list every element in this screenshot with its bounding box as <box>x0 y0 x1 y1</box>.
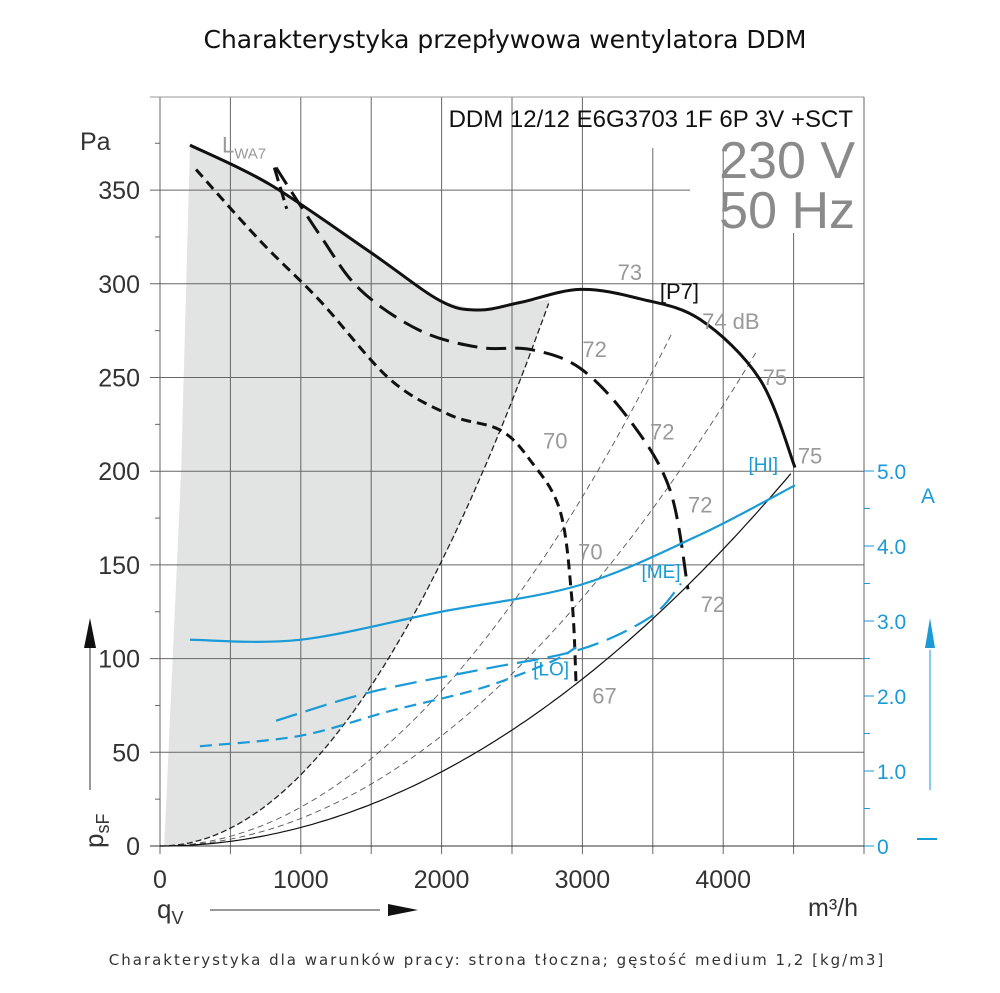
y-axis-arrow-icon <box>84 618 96 648</box>
y2-unit-label: A <box>921 485 935 508</box>
labels-layer: 73 [P7]74 dB 72 75 70 72 75 [HI] 72 70 [ME] 72 [LO] 6… <box>222 133 822 709</box>
y-tick-label: 150 <box>98 552 140 580</box>
noise-level-label: 72 <box>582 337 606 362</box>
y2-axis-arrow-icon <box>925 618 935 648</box>
x-unit-label: m³/h <box>808 894 858 922</box>
y2-tick-label: 0 <box>877 836 889 859</box>
y2-tick-label: 2.0 <box>877 686 906 709</box>
x-axis-label: qV <box>157 894 183 928</box>
y-tick-label: 100 <box>98 646 140 674</box>
x-tick-label: 3000 <box>555 866 611 894</box>
footer-note: Charakterystyka dla warunków pracy: stro… <box>109 951 885 969</box>
system-curve-s1 <box>159 331 673 847</box>
x-tick-label: 1000 <box>273 866 329 894</box>
current-curve-me <box>275 582 682 722</box>
voltage-label: 230 V <box>719 132 855 190</box>
y-tick-label: 200 <box>98 458 140 486</box>
x-tick-label: 2000 <box>414 866 470 894</box>
y-tick-label: 350 <box>98 177 140 205</box>
noise-level-label: 72 <box>688 492 712 517</box>
noise-level-label: 70 <box>578 539 602 564</box>
noise-level-label: 75 <box>798 444 822 469</box>
forbidden-zone-layer <box>162 145 551 846</box>
x-tick-label: 4000 <box>695 866 751 894</box>
lwa-marker-line <box>272 167 289 210</box>
noise-level-label: 73 <box>618 260 642 285</box>
noise-level-label: 70 <box>543 429 567 454</box>
model-label: DDM 12/12 E6G3703 1F 6P 3V +SCT <box>449 106 854 133</box>
y-unit-label: Pa <box>80 128 111 156</box>
y-tick-label: 50 <box>112 739 140 767</box>
y2-tick-label: 1.0 <box>877 761 906 784</box>
curves-layer <box>159 143 797 847</box>
mode-label: [LO] <box>533 659 569 680</box>
y2-axis-title <box>917 618 937 840</box>
forbidden-zone <box>162 145 551 846</box>
pressure-curve-lo <box>194 168 578 685</box>
y2-tick-label: 5.0 <box>877 461 906 484</box>
y-tick-label: 0 <box>126 833 140 861</box>
noise-level-label: 72 <box>701 592 725 617</box>
y2-tick-label: 3.0 <box>877 611 906 634</box>
grid-layer: 0 50 100 150 200 250 300 350 0 1000 2000 3000 4000 0 1… <box>98 96 906 894</box>
x-axis-arrow-icon <box>388 904 418 916</box>
pressure-curve-h <box>189 143 797 469</box>
noise-level-label: 72 <box>650 419 674 444</box>
mode-label: [ME] <box>642 562 681 583</box>
mode-label: [HI] <box>749 455 779 476</box>
noise-level-label: 67 <box>592 684 616 709</box>
y2-tick-label: 4.0 <box>877 536 906 559</box>
y-axis-label: psF <box>79 814 113 848</box>
current-curve-lo <box>199 646 577 748</box>
frequency-label: 50 Hz <box>719 182 855 240</box>
noise-level-label: 74 dB <box>702 309 760 334</box>
system-curve-s2 <box>160 350 758 847</box>
y-tick-label: 300 <box>98 271 140 299</box>
chart-title: Charakterystyka przepływowa wentylatora … <box>203 25 806 54</box>
noise-level-label: 75 <box>763 365 787 390</box>
current-curve-h <box>189 484 796 643</box>
p7-label: [P7] <box>660 279 699 304</box>
lwa-label: LWA7 <box>222 133 266 163</box>
x-tick-label: 0 <box>153 866 167 894</box>
system-curve-s3 <box>160 473 792 847</box>
y-tick-label: 250 <box>98 365 140 393</box>
x-axis-title: qV <box>157 894 418 928</box>
system-curve-limit <box>159 303 550 847</box>
